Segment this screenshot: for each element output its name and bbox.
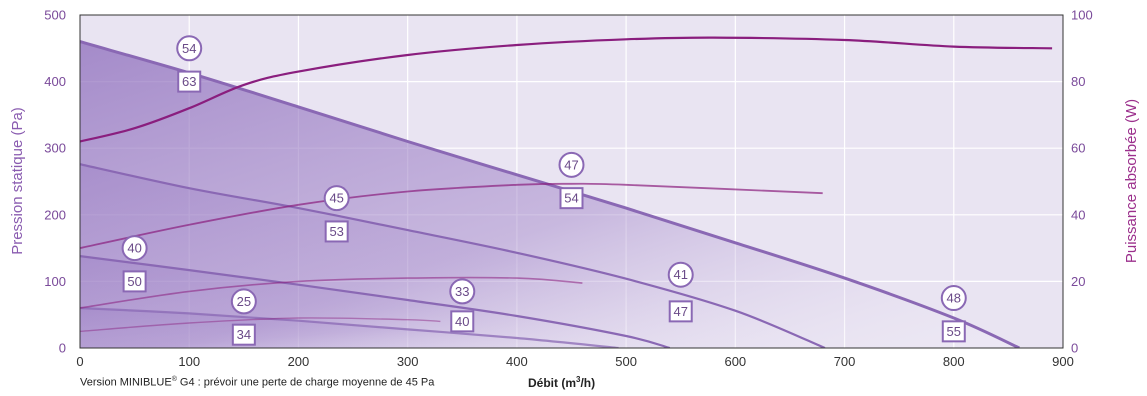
power-curve-4 xyxy=(80,317,441,333)
marker-label: 47 xyxy=(673,304,687,319)
marker-label: 40 xyxy=(127,241,141,256)
y-axis-title: Pression statique (Pa) xyxy=(9,107,26,255)
power-curves xyxy=(80,36,1053,333)
marker-label: 33 xyxy=(455,284,469,299)
footnote: Version MINIBLUE® G4 : prévoir une perte… xyxy=(80,376,434,389)
x-tick-label: 0 xyxy=(76,354,83,369)
marker-label: 47 xyxy=(564,157,578,172)
y-tick-label: 200 xyxy=(44,207,66,222)
y-tick-label: 500 xyxy=(44,8,66,23)
marker-square xyxy=(941,320,966,343)
x-axis-title: Débit (m3/h) xyxy=(528,375,595,390)
y2-tick-label: 40 xyxy=(1071,207,1085,222)
x-axis-open: ( xyxy=(558,376,566,390)
x-axis-unit-exp: 3 xyxy=(576,375,581,384)
y2-tick-label: 0 xyxy=(1071,341,1078,356)
marker-circle xyxy=(667,261,694,288)
marker-square xyxy=(177,70,202,93)
y2-tick-label: 20 xyxy=(1071,274,1085,289)
y-tick-label: 400 xyxy=(44,74,66,89)
x-tick-label: 700 xyxy=(834,354,856,369)
marker-label: 55 xyxy=(947,324,961,339)
marker-label: 63 xyxy=(182,74,196,89)
marker-label: 48 xyxy=(947,291,961,306)
marker-square xyxy=(324,220,349,243)
registered-mark: ® xyxy=(171,376,177,383)
pressure-curve-2 xyxy=(80,163,826,348)
operating-area-4 xyxy=(80,308,619,348)
marker-label: 50 xyxy=(127,274,141,289)
marker-circle xyxy=(176,35,203,62)
y-tick-label: 0 xyxy=(59,341,66,356)
footnote-suffix: G4 : prévoir une perte de charge moyenne… xyxy=(176,376,435,389)
marker-label: 53 xyxy=(329,224,343,239)
y2-tick-label: 80 xyxy=(1071,74,1085,89)
x-tick-label: 600 xyxy=(724,354,746,369)
y-tick-label: 300 xyxy=(44,141,66,156)
marker-label: 54 xyxy=(182,41,196,56)
power-curve-1 xyxy=(80,36,1053,143)
y-tick-label: 100 xyxy=(44,274,66,289)
marker-square xyxy=(559,187,584,210)
marker-circle xyxy=(121,235,148,262)
marker-circle xyxy=(558,151,585,178)
footnote-prefix: Version MINIBLUE xyxy=(80,376,172,389)
x-tick-label: 100 xyxy=(178,354,200,369)
marker-circle xyxy=(449,278,476,305)
axis-ticks: 0 100 200 300 400 500 600 700 800 900010020030040… xyxy=(44,8,1092,370)
plot-border xyxy=(79,14,1064,349)
marker-square xyxy=(450,310,475,333)
x-axis-unit: m xyxy=(565,376,577,390)
marker-square xyxy=(122,270,147,293)
y2-tick-label: 60 xyxy=(1071,141,1085,156)
marker-label: 45 xyxy=(329,191,343,206)
y2-axis-title: Puissance absorbée (W) xyxy=(1123,99,1140,263)
x-tick-label: 900 xyxy=(1052,354,1074,369)
marker-label: 54 xyxy=(564,191,578,206)
marker-label: 41 xyxy=(673,267,687,282)
marker-circle xyxy=(940,285,967,312)
marker-label: 25 xyxy=(237,294,251,309)
marker-label: 40 xyxy=(455,314,469,329)
x-tick-label: 800 xyxy=(943,354,965,369)
x-tick-label: 400 xyxy=(506,354,528,369)
x-tick-label: 300 xyxy=(397,354,419,369)
x-axis-label: Débit xyxy=(528,376,558,390)
pressure-curve-4 xyxy=(80,306,619,348)
power-curve-2 xyxy=(80,182,823,249)
x-tick-label: 500 xyxy=(615,354,637,369)
annotation-markers: 54 63 47 54 45 53 40 50 41 47 33 40 25 34 48 55 xyxy=(121,35,967,346)
x-tick-label: 200 xyxy=(288,354,310,369)
marker-square xyxy=(231,323,256,346)
marker-label: 34 xyxy=(237,327,251,342)
pressure-curve-3 xyxy=(80,255,671,348)
marker-square xyxy=(668,300,693,323)
y2-tick-label: 100 xyxy=(1071,8,1093,23)
power-curve-3 xyxy=(80,276,583,309)
x-axis-unit-tail: /h) xyxy=(580,376,596,390)
marker-circle xyxy=(323,185,350,212)
marker-circle xyxy=(230,288,257,315)
